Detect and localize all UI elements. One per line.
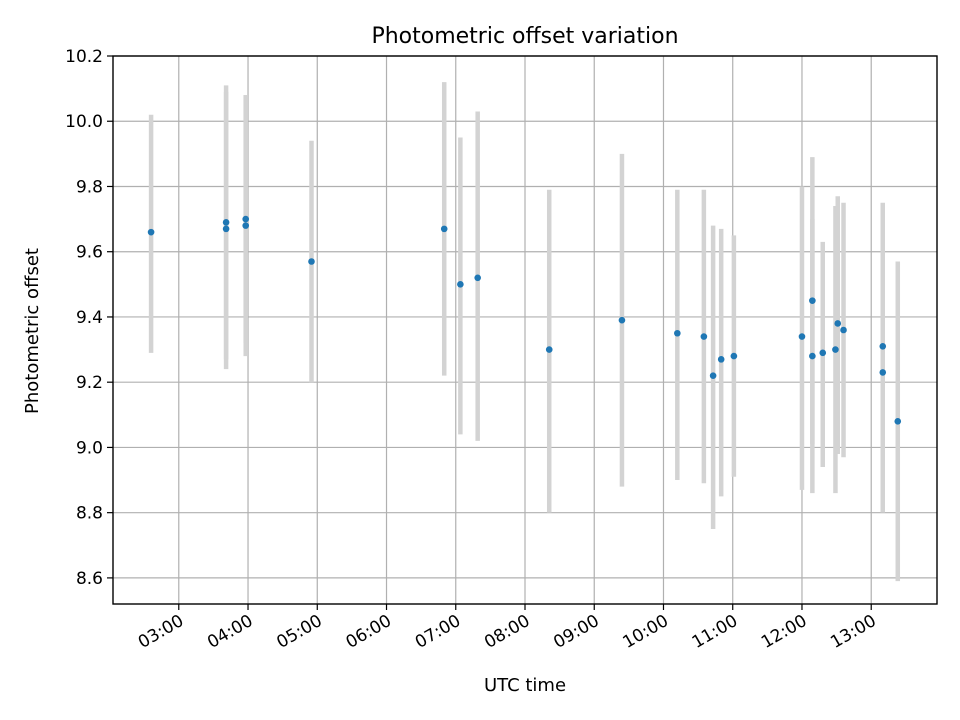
data-points xyxy=(147,215,902,425)
data-point xyxy=(674,329,681,337)
data-point xyxy=(840,326,847,334)
data-point xyxy=(809,297,816,304)
x-axis-label: UTC time xyxy=(484,675,566,696)
y-tick-label: 8.8 xyxy=(76,504,103,524)
y-tick-label: 9.8 xyxy=(76,177,103,197)
data-point xyxy=(709,372,717,379)
y-tick-label: 9.4 xyxy=(76,308,103,328)
x-tick-label: 09:00 xyxy=(550,611,602,653)
axis-ticks: 03:00 04:00 05:00 06:00 07:00 08:00 09:00 10:00… xyxy=(65,47,880,653)
y-tick-label: 8.6 xyxy=(76,569,103,589)
data-point xyxy=(894,418,902,425)
x-tick-label: 13:00 xyxy=(827,611,879,653)
y-tick-label: 9.6 xyxy=(76,243,103,263)
data-point xyxy=(618,316,626,324)
x-tick-label: 03:00 xyxy=(135,611,187,653)
data-point xyxy=(832,346,839,353)
x-tick-label: 04:00 xyxy=(204,611,256,653)
x-tick-label: 10:00 xyxy=(620,611,672,653)
data-point xyxy=(474,274,481,282)
y-axis-label: Photometric offset xyxy=(22,248,43,414)
data-point xyxy=(440,225,448,233)
data-point xyxy=(834,320,842,327)
data-point xyxy=(700,333,708,340)
data-point xyxy=(798,333,806,340)
data-point xyxy=(879,369,887,376)
data-point xyxy=(242,215,250,223)
x-tick-label: 12:00 xyxy=(758,611,810,653)
x-tick-label: 06:00 xyxy=(343,611,395,653)
data-point xyxy=(809,352,816,360)
data-point xyxy=(717,356,725,363)
data-point xyxy=(730,352,738,360)
data-point xyxy=(242,222,250,229)
y-tick-label: 10.2 xyxy=(65,47,103,67)
data-point xyxy=(879,343,887,350)
data-point xyxy=(222,219,230,226)
data-point xyxy=(545,346,553,353)
data-point xyxy=(222,225,230,233)
x-tick-label: 07:00 xyxy=(412,611,464,653)
y-tick-label: 9.0 xyxy=(76,438,103,458)
chart-title: Photometric offset variation xyxy=(371,24,678,49)
y-tick-label: 10.0 xyxy=(65,112,103,132)
y-tick-label: 9.2 xyxy=(76,373,103,393)
data-point xyxy=(819,349,827,357)
data-point xyxy=(308,258,315,265)
grid xyxy=(113,55,937,604)
x-tick-label: 05:00 xyxy=(273,611,325,653)
x-tick-label: 11:00 xyxy=(689,611,741,653)
data-point xyxy=(147,228,155,236)
data-point xyxy=(457,281,464,288)
x-tick-label: 08:00 xyxy=(481,611,533,653)
